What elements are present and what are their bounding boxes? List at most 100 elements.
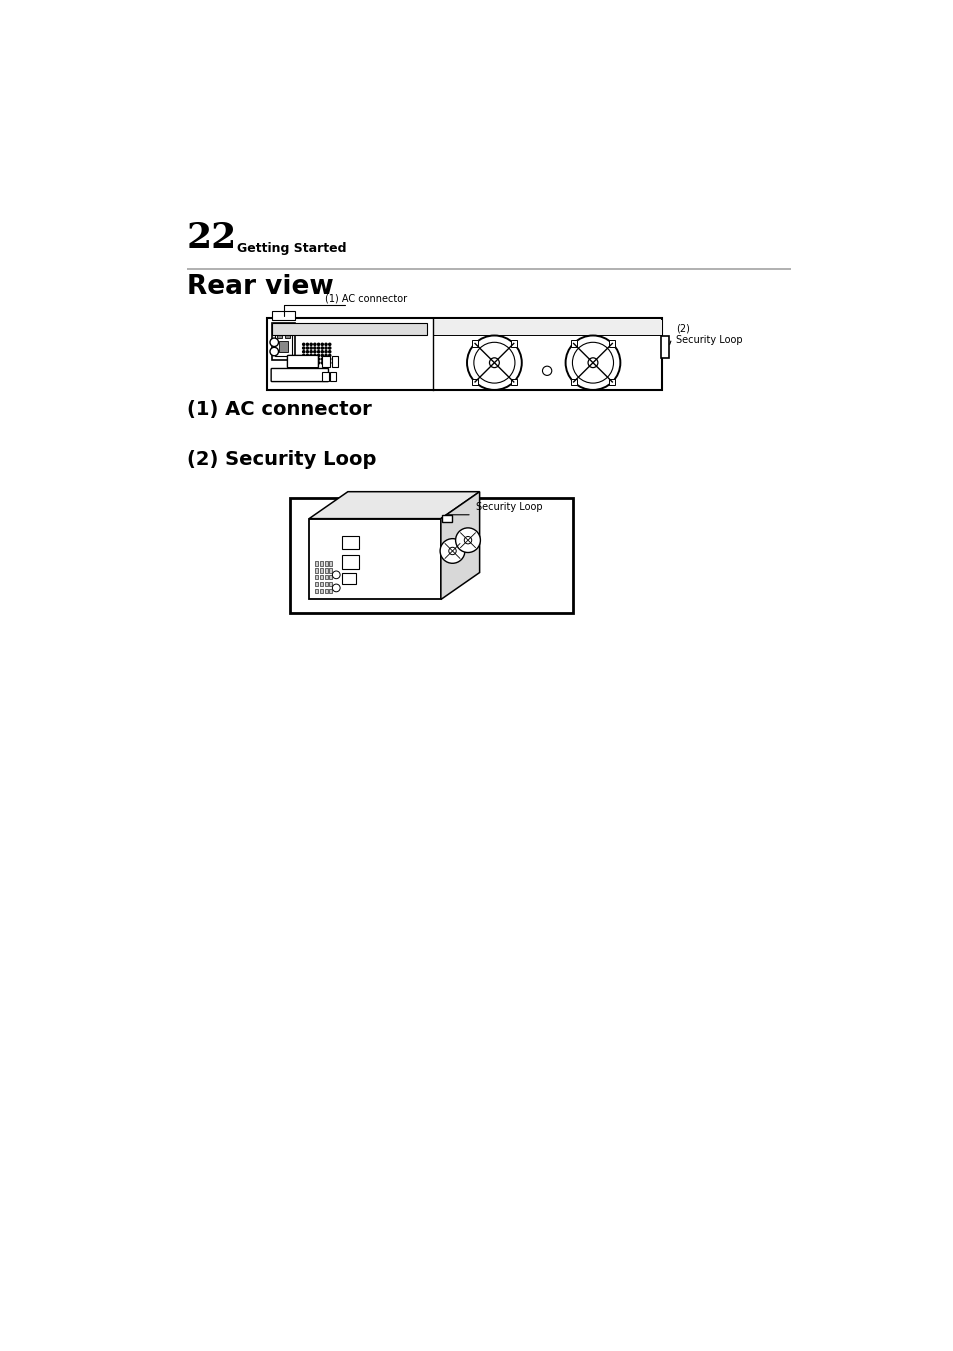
Bar (329, 582, 332, 586)
Circle shape (474, 342, 515, 384)
Bar (290, 497, 572, 613)
Circle shape (317, 362, 319, 363)
Circle shape (321, 343, 323, 346)
Bar (319, 567, 323, 573)
Circle shape (306, 354, 308, 357)
Bar (315, 589, 318, 593)
Bar (324, 589, 328, 593)
Circle shape (314, 358, 315, 361)
Circle shape (310, 358, 312, 361)
Bar (322, 372, 328, 381)
Circle shape (310, 354, 312, 357)
Circle shape (302, 362, 304, 363)
Bar (266, 319, 661, 390)
Circle shape (572, 342, 613, 384)
Text: Rear view: Rear view (187, 274, 334, 300)
Polygon shape (309, 492, 479, 519)
Circle shape (565, 335, 619, 390)
Circle shape (306, 347, 308, 349)
Circle shape (302, 347, 304, 349)
Circle shape (587, 358, 598, 367)
Bar (315, 567, 318, 573)
Circle shape (329, 343, 331, 346)
Polygon shape (440, 492, 479, 600)
Text: Security Loop: Security Loop (476, 501, 542, 512)
Circle shape (310, 351, 312, 353)
Circle shape (306, 362, 308, 363)
Bar (609, 340, 615, 347)
Circle shape (325, 354, 327, 357)
Bar (324, 574, 328, 580)
Circle shape (325, 362, 327, 363)
Circle shape (321, 354, 323, 357)
FancyBboxPatch shape (271, 369, 328, 381)
Circle shape (467, 335, 521, 390)
Circle shape (321, 362, 323, 363)
Bar (329, 574, 332, 580)
Circle shape (302, 343, 304, 346)
Bar (324, 582, 328, 586)
Bar (285, 330, 290, 338)
Bar (442, 515, 452, 523)
Circle shape (310, 343, 312, 346)
Bar (510, 378, 517, 385)
Circle shape (332, 584, 340, 592)
Circle shape (325, 351, 327, 353)
Circle shape (302, 351, 304, 353)
Circle shape (317, 351, 319, 353)
Circle shape (317, 354, 319, 357)
Circle shape (489, 358, 498, 367)
Circle shape (310, 347, 312, 349)
Circle shape (306, 351, 308, 353)
Circle shape (325, 358, 327, 361)
Bar (272, 323, 427, 335)
Bar (319, 561, 323, 566)
Circle shape (317, 343, 319, 346)
Bar (272, 323, 294, 359)
Bar (322, 357, 330, 367)
Bar (660, 336, 668, 358)
Bar (341, 555, 358, 569)
Bar (332, 357, 337, 367)
Bar (570, 378, 577, 385)
Circle shape (332, 571, 340, 578)
Circle shape (314, 354, 315, 357)
Bar (315, 561, 318, 566)
Text: (1) AC connector: (1) AC connector (324, 293, 406, 303)
Circle shape (329, 358, 331, 361)
Text: Security Loop: Security Loop (675, 335, 741, 345)
Bar (472, 378, 477, 385)
Bar (315, 582, 318, 586)
Circle shape (302, 358, 304, 361)
Text: (1) AC connector: (1) AC connector (187, 400, 371, 419)
Bar (510, 340, 517, 347)
Bar (472, 340, 477, 347)
Circle shape (321, 351, 323, 353)
Bar (324, 561, 328, 566)
Text: Getting Started: Getting Started (236, 242, 346, 255)
Bar (329, 589, 332, 593)
Bar (329, 567, 332, 573)
Circle shape (448, 547, 456, 555)
Bar (274, 327, 292, 357)
Circle shape (314, 347, 315, 349)
Circle shape (321, 358, 323, 361)
Circle shape (310, 362, 312, 363)
Text: 22: 22 (187, 222, 236, 255)
Bar (277, 330, 282, 338)
Circle shape (439, 539, 464, 563)
Circle shape (329, 347, 331, 349)
Text: (2) Security Loop: (2) Security Loop (187, 450, 375, 469)
Bar (329, 561, 332, 566)
Circle shape (464, 536, 471, 544)
Circle shape (314, 343, 315, 346)
FancyBboxPatch shape (287, 355, 318, 367)
Circle shape (325, 347, 327, 349)
Circle shape (456, 528, 480, 553)
Circle shape (270, 347, 278, 355)
Bar (330, 372, 335, 381)
Circle shape (317, 347, 319, 349)
Bar (272, 311, 294, 320)
Circle shape (314, 362, 315, 363)
Bar (341, 535, 358, 550)
